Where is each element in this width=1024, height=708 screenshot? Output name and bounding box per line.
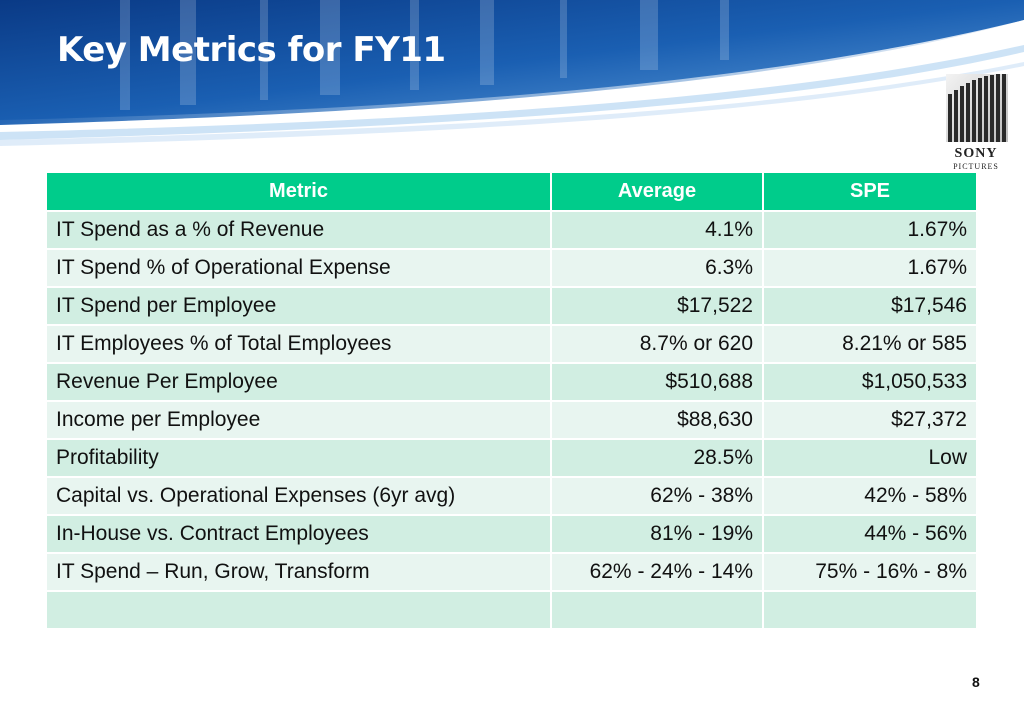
metric-cell	[47, 591, 552, 630]
table-row: In-House vs. Contract Employees 81% - 19…	[47, 515, 976, 554]
table-row: Revenue Per Employee $510,688 $1,050,533	[47, 363, 976, 402]
average-cell: $17,522	[551, 287, 764, 326]
metric-cell: IT Spend per Employee	[47, 287, 552, 326]
spe-cell: 1.67%	[763, 249, 976, 288]
average-cell: 81% - 19%	[551, 515, 764, 554]
average-cell: 6.3%	[551, 249, 764, 288]
logo-text: SONY	[954, 146, 998, 161]
average-cell: $510,688	[551, 363, 764, 402]
table-row	[47, 591, 976, 630]
table-row: IT Spend as a % of Revenue 4.1% 1.67%	[47, 211, 976, 250]
metric-cell: Revenue Per Employee	[47, 363, 552, 402]
average-cell: $88,630	[551, 401, 764, 440]
table-row: Income per Employee $88,630 $27,372	[47, 401, 976, 440]
header-banner	[0, 0, 1024, 146]
average-cell	[551, 591, 764, 630]
column-header-spe: SPE	[763, 173, 976, 212]
spe-cell: $17,546	[763, 287, 976, 326]
metric-cell: IT Spend – Run, Grow, Transform	[47, 553, 552, 592]
spe-cell: 42% - 58%	[763, 477, 976, 516]
spe-cell: $1,050,533	[763, 363, 976, 402]
spe-cell: Low	[763, 439, 976, 478]
table-row: IT Employees % of Total Employees 8.7% o…	[47, 325, 976, 364]
metric-cell: Income per Employee	[47, 401, 552, 440]
column-header-metric: Metric	[47, 173, 552, 212]
page-number: 8	[972, 674, 980, 690]
metric-cell: Capital vs. Operational Expenses (6yr av…	[47, 477, 552, 516]
table-row: IT Spend – Run, Grow, Transform 62% - 24…	[47, 553, 976, 592]
spe-cell: 1.67%	[763, 211, 976, 250]
spe-cell	[763, 591, 976, 630]
spe-cell: 44% - 56%	[763, 515, 976, 554]
average-cell: 4.1%	[551, 211, 764, 250]
metric-cell: In-House vs. Contract Employees	[47, 515, 552, 554]
spe-cell: 8.21% or 585	[763, 325, 976, 364]
sony-pictures-logo-icon	[946, 74, 1008, 142]
slide-title: Key Metrics for FY11	[57, 30, 446, 70]
table-row: IT Spend per Employee $17,522 $17,546	[47, 287, 976, 326]
table-row: Capital vs. Operational Expenses (6yr av…	[47, 477, 976, 516]
metric-cell: IT Spend % of Operational Expense	[47, 249, 552, 288]
average-cell: 8.7% or 620	[551, 325, 764, 364]
table-row: Profitability 28.5% Low	[47, 439, 976, 478]
metric-cell: IT Employees % of Total Employees	[47, 325, 552, 364]
metrics-table: Metric Average SPE IT Spend as a % of Re…	[47, 173, 976, 630]
spe-cell: 75% - 16% - 8%	[763, 553, 976, 592]
metric-cell: Profitability	[47, 439, 552, 478]
metric-cell: IT Spend as a % of Revenue	[47, 211, 552, 250]
average-cell: 62% - 38%	[551, 477, 764, 516]
column-header-average: Average	[551, 173, 764, 212]
average-cell: 62% - 24% - 14%	[551, 553, 764, 592]
spe-cell: $27,372	[763, 401, 976, 440]
table-header-row: Metric Average SPE	[47, 173, 976, 212]
table-row: IT Spend % of Operational Expense 6.3% 1…	[47, 249, 976, 288]
average-cell: 28.5%	[551, 439, 764, 478]
logo-subtext: PICTURES	[953, 162, 999, 171]
